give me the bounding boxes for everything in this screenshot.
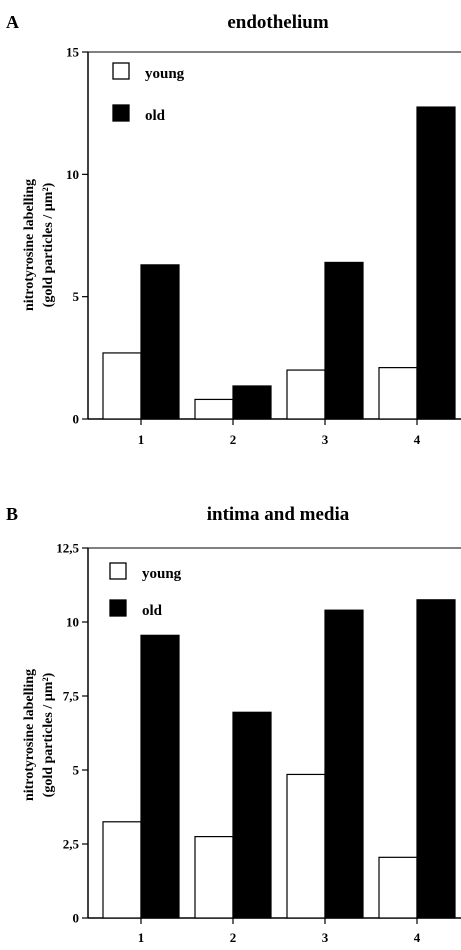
legend-swatch-old [112,104,130,122]
x-tick-label: 1 [138,930,145,945]
y-tick-label: 10 [66,167,79,182]
chart-title: endothelium [227,12,329,33]
bar-old-4 [416,106,456,420]
x-tick-label: 2 [230,930,237,945]
legend-label-young: young [142,566,182,582]
bar-young-3 [286,369,326,420]
x-tick-label: 1 [138,432,145,447]
y-axis-title-line1: nitrotyrosine labelling [22,179,37,311]
y-axis-title-line2: (gold particles / µm²) [41,672,56,797]
bar-young-4 [378,856,418,919]
y-axis-title-line2: (gold particles / µm²) [41,182,56,307]
legend-swatch-young [112,62,130,80]
x-tick-label: 2 [230,432,237,447]
bar-young-1 [102,352,142,420]
x-tick-label: 3 [322,930,329,945]
y-tick-label: 5 [73,763,80,778]
bar-young-3 [286,773,326,919]
legend-swatch-young [109,562,127,580]
x-tick-label: 3 [322,432,329,447]
bar-old-3 [324,609,364,919]
panel-letter: A [6,12,19,32]
chart-title: intima and media [207,504,350,525]
bar-old-2 [232,385,272,420]
y-axis-title-line1: nitrotyrosine labelling [22,669,37,801]
bar-young-1 [102,821,142,919]
y-tick-label: 15 [66,45,80,60]
bar-old-4 [416,599,456,919]
y-tick-label: 12,5 [56,541,79,556]
legend-label-young: young [145,66,185,82]
y-tick-label: 2,5 [63,837,80,852]
legend-label-old: old [145,108,166,124]
bar-old-3 [324,261,364,420]
bar-young-2 [194,398,234,420]
x-tick-label: 4 [414,930,421,945]
legend-swatch-old [109,599,127,617]
y-tick-label: 10 [66,615,79,630]
x-tick-label: 4 [414,432,421,447]
bar-old-1 [140,634,180,919]
y-tick-label: 0 [73,412,80,427]
bar-old-2 [232,711,272,919]
bar-young-2 [194,835,234,919]
bar-young-4 [378,367,418,420]
y-tick-label: 0 [73,911,80,926]
bar-old-1 [140,264,180,420]
legend-label-old: old [142,603,163,619]
y-tick-label: 7,5 [63,689,80,704]
panel-letter: B [6,504,18,524]
y-tick-label: 5 [73,289,80,304]
